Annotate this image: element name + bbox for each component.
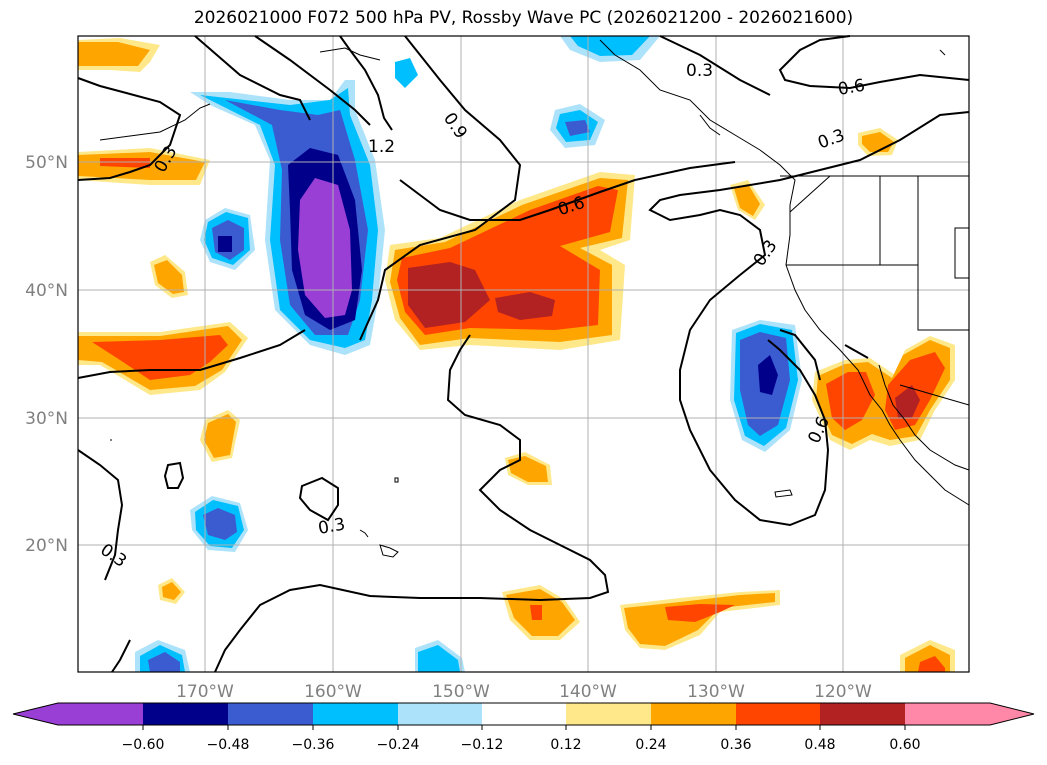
anomaly-patch-positive xyxy=(78,148,210,185)
colorbar-tick-label: 0.36 xyxy=(720,737,751,753)
lat-label: 20°N xyxy=(25,536,68,556)
lon-label: 130°W xyxy=(687,682,745,702)
colorbar-bin xyxy=(651,703,736,725)
lat-label: 50°N xyxy=(25,153,68,173)
pc-contours xyxy=(77,35,970,673)
contour-label: 0.3 xyxy=(317,515,347,539)
anomaly-patch-positive xyxy=(620,590,780,650)
lon-label: 140°W xyxy=(559,682,617,702)
anomaly-patch-positive xyxy=(730,128,898,220)
anomaly-patch-negative xyxy=(135,640,190,672)
anomaly-patch-positive xyxy=(385,172,635,350)
anomaly-patch-positive xyxy=(150,255,188,298)
gridlines xyxy=(78,36,969,672)
colorbar-bin xyxy=(313,703,398,725)
colorbar-bin xyxy=(398,703,482,725)
colorbar-bin xyxy=(228,703,313,725)
contour-label: 0.6 xyxy=(836,76,866,100)
colorbar-tick-label: 0.60 xyxy=(889,737,920,753)
lon-label: 150°W xyxy=(432,682,490,702)
anomaly-patch-negative xyxy=(415,640,465,672)
anomaly-patch-positive xyxy=(200,410,240,462)
anomaly-patch-negative xyxy=(395,36,660,88)
colorbar: −0.60 −0.48 −0.36 −0.24 −0.12 0.12 0.24 … xyxy=(12,702,1035,753)
anomaly-patch-negative xyxy=(730,320,802,452)
lat-label: 30°N xyxy=(25,409,68,429)
lon-axis: 170°W 160°W 150°W 140°W 130°W 120°W xyxy=(176,682,872,702)
colorbar-bin xyxy=(736,703,820,725)
colorbar-bin xyxy=(566,703,651,725)
colorbar-tick-label: −0.48 xyxy=(207,737,250,753)
contour-label: 0.3 xyxy=(686,61,713,81)
colorbar-tick-label: −0.36 xyxy=(292,737,335,753)
colorbar-bin xyxy=(13,703,143,725)
colorbar-tick-label: 0.24 xyxy=(635,737,666,753)
colorbar-tick-label: −0.60 xyxy=(122,737,165,753)
anomaly-patch-positive xyxy=(900,640,955,672)
colorbar-tick-label: 0.48 xyxy=(804,737,835,753)
colorbar-bin xyxy=(482,703,566,725)
lat-axis: 50°N 40°N 30°N 20°N xyxy=(25,153,68,556)
coastlines xyxy=(99,39,970,558)
colorbar-bin xyxy=(820,703,905,725)
anomaly-patch-negative xyxy=(200,208,255,270)
lon-label: 160°W xyxy=(304,682,362,702)
lon-label: 120°W xyxy=(814,682,872,702)
anomaly-patch-positive xyxy=(78,38,160,72)
chart-title: 2026021000 F072 500 hPa PV, Rossby Wave … xyxy=(193,8,854,28)
lon-label: 170°W xyxy=(176,682,234,702)
anomaly-patch-positive xyxy=(158,578,185,604)
colorbar-tick-label: 0.12 xyxy=(550,737,581,753)
map-border xyxy=(77,35,970,673)
anomaly-patch-positive xyxy=(505,452,552,485)
lat-label: 40°N xyxy=(25,281,68,301)
colorbar-outline xyxy=(12,702,1035,726)
colorbar-bin xyxy=(905,703,1034,725)
colorbar-bin xyxy=(143,703,228,725)
colorbar-tick-label: −0.24 xyxy=(377,737,420,753)
colorbar-tick-label: −0.12 xyxy=(461,737,504,753)
contour-label: 1.2 xyxy=(368,137,395,157)
